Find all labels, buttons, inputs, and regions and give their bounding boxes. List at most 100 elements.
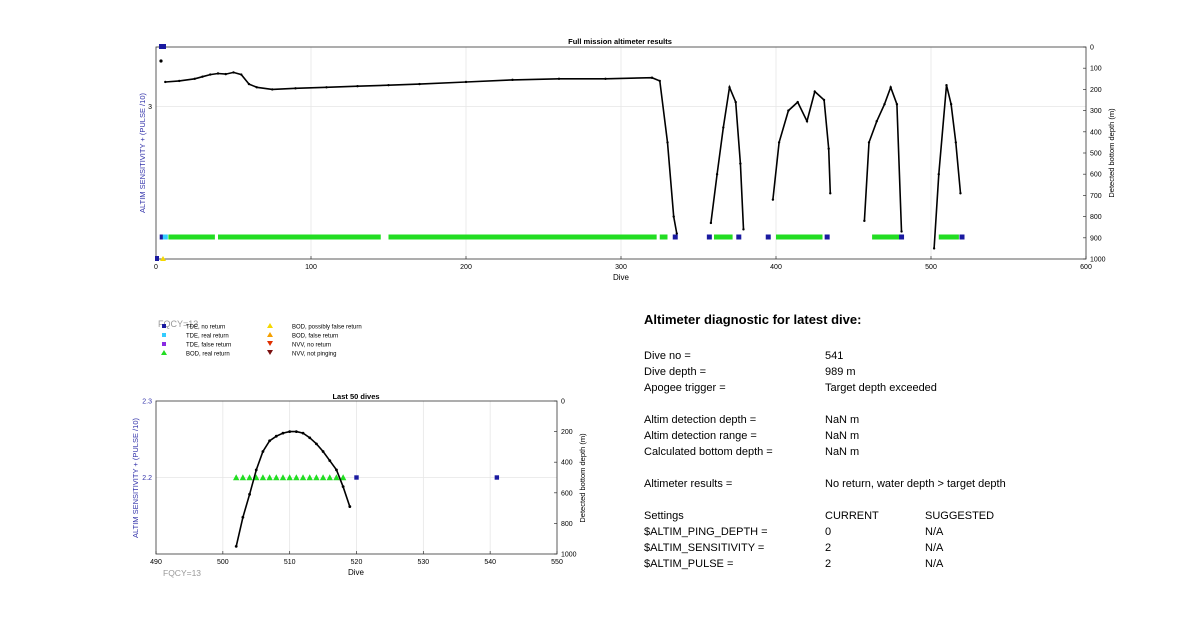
main-left-axis-label: ALTIM SENSITIVITY + (PULSE /10)	[138, 93, 147, 213]
tde-no-return-marker	[765, 234, 771, 240]
apogee-value: Target depth exceeded	[825, 382, 937, 394]
altimeter-results-label: Altimeter results =	[644, 478, 733, 490]
bottom-depth-point	[159, 59, 163, 63]
calculated-depth-label: Calculated bottom depth =	[644, 446, 773, 458]
zoom-x-tick-labels: 490 500 510 520 530 540 550	[150, 551, 563, 566]
legend-label: TDE, no return	[186, 325, 225, 331]
bottom-depth-point	[335, 468, 338, 472]
setting-suggested: N/A	[925, 558, 944, 570]
bod-real-return-marker	[266, 474, 273, 481]
detection-depth-row: Altim detection depth = NaN m	[644, 412, 1064, 428]
zoom-right-tick-label: 800	[561, 521, 573, 528]
bottom-depth-point	[883, 103, 886, 106]
zoom-x-tick-label: 520	[351, 559, 363, 566]
bottom-depth-point	[325, 86, 328, 89]
bottom-depth-point	[234, 544, 238, 548]
tde-no-return-marker	[706, 234, 712, 240]
legend-label: BOD, possibly false return	[292, 325, 362, 331]
main-right-tick-label: 1000	[1090, 257, 1106, 264]
legend-label: BOD, false return	[292, 334, 338, 340]
legend-swatch	[161, 350, 167, 355]
main-x-tick-label: 200	[460, 264, 472, 271]
diagnostic-title: Altimeter diagnostic for latest dive:	[644, 312, 862, 327]
bottom-depth-point	[937, 173, 940, 176]
legend-label: TDE, real return	[186, 334, 229, 340]
main-chart: Full mission altimeter results 0 100 200 30…	[138, 37, 1116, 282]
main-x-tick-label: 600	[1080, 264, 1092, 271]
legend-swatch	[162, 342, 166, 346]
setting-row: $ALTIM_PULSE = 2 N/A	[644, 556, 1064, 572]
setting-row: $ALTIM_SENSITIVITY = 2 N/A	[644, 540, 1064, 556]
main-right-tick-labels: 0 100 200 300 400 500 600 700 800 900 1000	[1083, 45, 1106, 264]
zoom-right-tick-label: 1000	[561, 552, 577, 559]
bottom-depth-point	[418, 82, 421, 86]
zoom-left-tick-label: 2.3	[142, 399, 152, 406]
tde-no-return-marker	[159, 234, 165, 240]
bottom-depth-point	[254, 468, 258, 472]
bod-real-return-marker	[326, 474, 333, 481]
tde-no-return-marker	[736, 234, 742, 240]
bottom-depth-point	[274, 434, 278, 438]
dive-depth-row: Dive depth = 989 m	[644, 364, 1064, 380]
setting-current: 2	[825, 558, 832, 570]
bottom-depth-point	[829, 192, 832, 195]
bottom-depth-point	[900, 230, 903, 233]
settings-header-row: Settings CURRENT SUGGESTED	[644, 508, 1064, 524]
main-right-tick-label: 200	[1090, 87, 1102, 94]
bod-real-return-marker	[279, 474, 287, 481]
main-right-tick-label: 0	[1090, 45, 1094, 52]
detection-depth-value: NaN m	[825, 414, 860, 426]
dive-depth-label: Dive depth =	[644, 366, 707, 378]
bod-real-return-marker	[233, 474, 240, 481]
setting-name: $ALTIM_SENSITIVITY =	[644, 542, 765, 554]
zoom-left-tick-label: 2.2	[142, 475, 152, 482]
bottom-depth-point	[875, 120, 878, 123]
bottom-depth-point	[557, 77, 561, 81]
setting-current: 0	[825, 526, 832, 538]
bottom-depth-point	[777, 141, 781, 144]
bottom-depth-point	[247, 82, 251, 86]
bottom-depth-point	[294, 87, 297, 90]
bottom-depth-point	[796, 100, 799, 104]
setting-suggested: N/A	[925, 526, 944, 538]
bottom-depth-point	[827, 147, 830, 150]
legend-items: TDE, no return TDE, real return TDE, false…	[161, 323, 362, 358]
bottom-depth-point	[193, 77, 196, 81]
bottom-depth-point	[771, 198, 775, 201]
bottom-depth-point	[604, 77, 607, 81]
tde-no-return-marker	[159, 44, 166, 49]
bottom-depth-point	[464, 80, 468, 84]
bottom-depth-point	[805, 120, 809, 123]
settings-label: Settings	[644, 510, 684, 522]
zoom-x-tick-label: 550	[551, 559, 563, 566]
bod-real-return-marker	[259, 474, 267, 481]
dive-depth-value: 989 m	[825, 366, 856, 378]
tde-no-return-marker	[354, 475, 359, 480]
legend-label: TDE, false return	[186, 343, 231, 349]
legend-label: NVV, no return	[292, 343, 331, 349]
bottom-depth-point	[315, 442, 318, 446]
dive-no-label: Dive no =	[644, 350, 691, 362]
altimeter-results-value: No return, water depth > target depth	[825, 478, 1006, 490]
main-chart-title: Full mission altimeter results	[568, 37, 672, 46]
bottom-depth-point	[268, 439, 272, 443]
zoom-right-tick-label: 200	[561, 429, 573, 436]
bottom-depth-line	[165, 71, 678, 234]
main-chart-marks	[155, 44, 965, 261]
bod-real-return-marker	[299, 474, 307, 481]
legend-overlay-fqcy: FQCY=13	[158, 319, 198, 329]
setting-row: $ALTIM_PING_DEPTH = 0 N/A	[644, 524, 1064, 540]
main-left-tick-label: 3	[148, 104, 152, 111]
zoom-right-tick-label: 600	[561, 490, 573, 497]
bottom-depth-point	[271, 88, 274, 91]
zoom-left-axis-label: ALTIM SENSITIVITY + (PULSE /10)	[131, 418, 140, 538]
bod-real-return-band	[388, 234, 657, 240]
detection-range-label: Altim detection range =	[644, 430, 757, 442]
bottom-depth-point	[813, 90, 816, 93]
tde-no-return-marker	[155, 256, 159, 261]
setting-name: $ALTIM_PULSE =	[644, 558, 734, 570]
bod-real-return-marker	[319, 474, 327, 481]
bod-real-return-marker	[293, 474, 300, 481]
